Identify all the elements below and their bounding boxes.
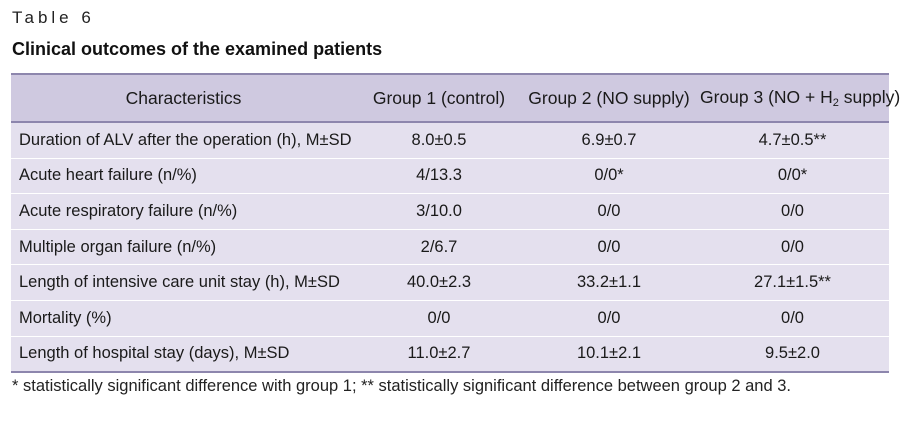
table-row: Duration of ALV after the operation (h),… (11, 122, 889, 159)
header-group-3: Group 3 (NO + H2 supply) (696, 73, 900, 123)
table-body: Duration of ALV after the operation (h),… (11, 122, 889, 374)
group-2-value-cell: 10.1±2.1 (522, 336, 696, 374)
table-row: Length of hospital stay (days), M±SD 11.0… (11, 336, 889, 374)
row-label-cell: Acute heart failure (n/%) (11, 158, 356, 195)
group-1-value-cell: 40.0±2.3 (356, 264, 522, 301)
row-label-cell: Length of intensive care unit stay (h), … (11, 264, 356, 301)
group-3-value-cell: 0/0 (696, 193, 889, 230)
group-2-value-cell: 33.2±1.1 (522, 264, 696, 301)
row-label-cell: Multiple organ failure (n/%) (11, 229, 356, 266)
group-3-value-cell: 27.1±1.5** (696, 264, 889, 301)
group-2-value-cell: 0/0 (522, 300, 696, 337)
table-number-label: Table 6 (12, 8, 95, 27)
clinical-outcomes-table: Characteristics Group 1 (control) Group … (11, 73, 900, 374)
group-1-value-cell: 11.0±2.7 (356, 336, 522, 374)
group-1-value-cell: 3/10.0 (356, 193, 522, 230)
group-1-value-cell: 0/0 (356, 300, 522, 337)
group-3-value-cell: 9.5±2.0 (696, 336, 889, 374)
group-3-value-cell: 0/0 (696, 229, 889, 266)
header-group-3-subscript: 2 (832, 97, 839, 109)
group-3-value-cell: 0/0 (696, 300, 889, 337)
row-label-cell: Acute respiratory failure (n/%) (11, 193, 356, 230)
group-3-value-cell: 4.7±0.5** (696, 122, 889, 159)
table-header-row: Characteristics Group 1 (control) Group … (11, 73, 900, 123)
table-title: Clinical outcomes of the examined patien… (12, 39, 383, 59)
header-group-1: Group 1 (control) (356, 73, 522, 123)
group-2-value-cell: 0/0 (522, 229, 696, 266)
table-row: Acute respiratory failure (n/%) 3/10.0 0/0… (11, 193, 889, 230)
outcomes-table-container: Characteristics Group 1 (control) Group … (11, 73, 900, 374)
group-1-value-cell: 2/6.7 (356, 229, 522, 266)
row-label-cell: Length of hospital stay (days), M±SD (11, 336, 356, 374)
table-row: Length of intensive care unit stay (h), … (11, 264, 889, 301)
row-label-cell: Mortality (%) (11, 300, 356, 337)
table-row: Multiple organ failure (n/%) 2/6.7 0/0 0/0 (11, 229, 889, 266)
group-3-value-cell: 0/0* (696, 158, 889, 195)
group-1-value-cell: 8.0±0.5 (356, 122, 522, 159)
group-2-value-cell: 0/0 (522, 193, 696, 230)
header-group-2: Group 2 (NO supply) (522, 73, 696, 123)
table-row: Mortality (%) 0/0 0/0 0/0 (11, 300, 889, 337)
group-1-value-cell: 4/13.3 (356, 158, 522, 195)
table-footnote: * statistically significant difference w… (12, 377, 791, 395)
header-group-3-prefix: Group 3 (NO + H (700, 87, 833, 107)
header-characteristics: Characteristics (11, 73, 356, 123)
row-label-cell: Duration of ALV after the operation (h),… (11, 122, 356, 159)
table-row: Acute heart failure (n/%) 4/13.3 0/0* 0/0* (11, 158, 889, 195)
group-2-value-cell: 6.9±0.7 (522, 122, 696, 159)
group-2-value-cell: 0/0* (522, 158, 696, 195)
header-group-3-suffix: supply) (838, 87, 900, 107)
